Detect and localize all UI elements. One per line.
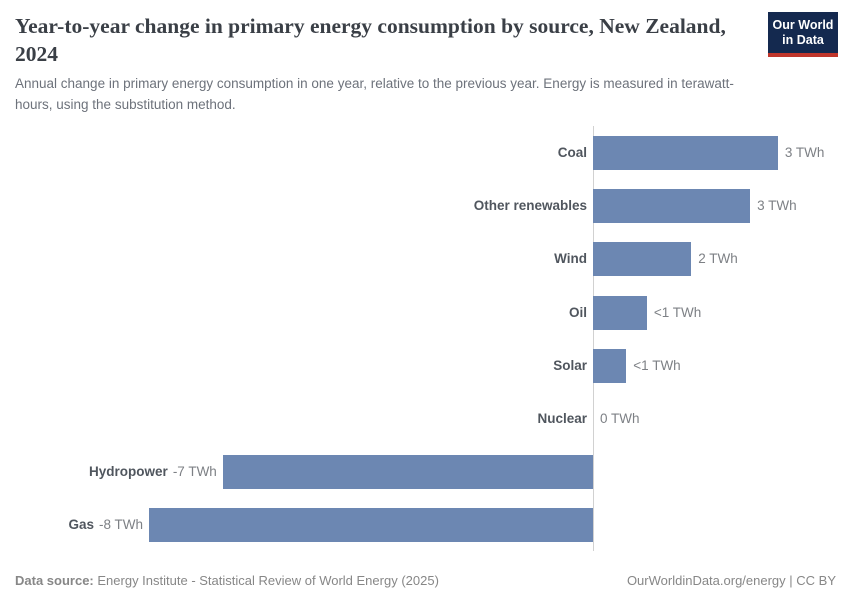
value-label-coal: 3 TWh	[784, 145, 825, 160]
value-label-other-renewables: 3 TWh	[757, 198, 797, 214]
chart-title: Year-to-year change in primary energy co…	[15, 14, 726, 66]
value-label-oil: <1 TWh	[653, 304, 702, 320]
category-label-other-renewables: Other renewables	[473, 198, 587, 214]
category-label-coal: Coal	[557, 145, 587, 160]
zero-axis-line	[593, 126, 594, 551]
bar-other-renewables[interactable]	[593, 189, 751, 224]
bar-gas[interactable]	[149, 508, 593, 543]
bar-oil[interactable]	[593, 295, 647, 330]
chart-footer: Data source: Energy Institute - Statisti…	[15, 573, 836, 588]
data-source-text: Energy Institute - Statistical Review of…	[97, 573, 439, 588]
bar-hydropower[interactable]	[222, 455, 593, 490]
bar-solar[interactable]	[593, 348, 627, 383]
owid-logo-line1: Our World	[772, 18, 834, 32]
bar-wind[interactable]	[593, 242, 692, 277]
category-label-nuclear: Nuclear	[537, 411, 587, 426]
category-label-oil: Oil	[568, 304, 587, 320]
owid-url-license-link[interactable]: OurWorldinData.org/energy | CC BY	[626, 573, 836, 588]
category-label-solar: Solar	[553, 357, 587, 373]
category-label-gas: Gas -8 TWh	[68, 508, 143, 542]
value-label-nuclear: 0 TWh	[600, 411, 640, 426]
category-label-wind: Wind	[554, 251, 587, 267]
bar-coal[interactable]	[593, 136, 778, 170]
category-label-hydropower: Hydropower -7 TWh	[89, 455, 217, 489]
owid-logo-line2: in Data	[782, 33, 824, 47]
data-source-label: Data source:	[15, 573, 94, 588]
data-source: Data source: Energy Institute - Statisti…	[15, 573, 439, 588]
category-label-text-gas: Gas	[68, 517, 94, 533]
value-label-solar: <1 TWh	[633, 357, 681, 373]
chart-subtitle: Annual change in primary energy consumpt…	[15, 76, 734, 112]
value-label-hydropower: -7 TWh	[172, 464, 217, 480]
category-label-text-hydropower: Hydropower	[89, 464, 168, 480]
value-label-gas: -8 TWh	[98, 517, 143, 533]
value-label-wind: 2 TWh	[698, 251, 738, 267]
owid-logo: Our World in Data	[768, 12, 838, 57]
